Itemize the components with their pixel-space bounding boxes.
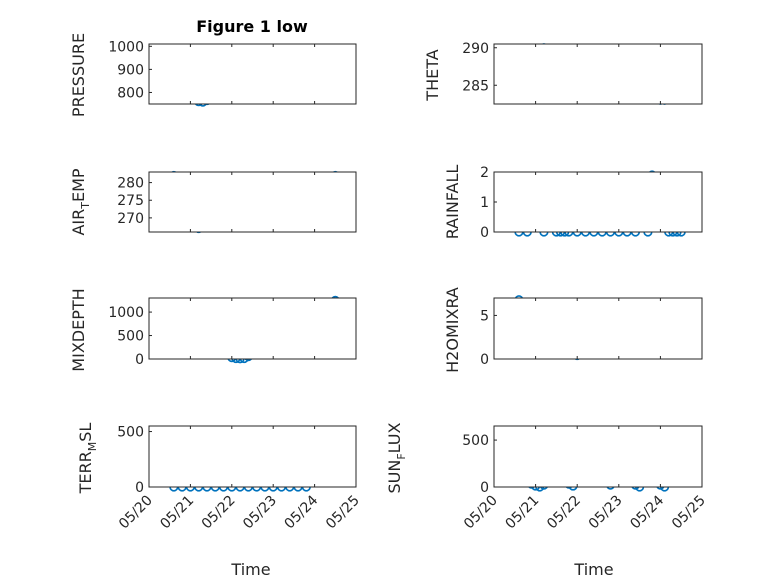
- ylabel-rainfall: RAINFALL: [443, 165, 462, 240]
- air-temp-ytick-label: 270: [117, 211, 144, 227]
- ylabel-terr-msl: TERRMSL: [76, 423, 99, 495]
- rainfall-ytick-label: 2: [480, 165, 489, 181]
- pressure-ytick-label: 1000: [108, 39, 144, 55]
- subplot-theta: 285 290: [462, 41, 703, 105]
- xlabel-left: Time: [230, 560, 270, 579]
- air-temp-axes-box: [148, 171, 357, 233]
- pressure-ytick-label: 900: [117, 62, 144, 78]
- terr-msl-axes-box: [148, 425, 357, 488]
- terr-msl-ytick-label: 500: [117, 425, 144, 441]
- sun-flux-axes-box: [493, 425, 703, 488]
- theta-ytick-label: 290: [462, 41, 489, 57]
- h2omixra-axes-box: [493, 297, 703, 360]
- pressure-ytick-label: 800: [117, 85, 144, 101]
- theta-axes-box: [493, 43, 703, 105]
- air-temp-ytick-label: 280: [117, 176, 144, 192]
- mixdepth-ytick-label: 500: [117, 329, 144, 345]
- mixdepth-ytick-label: 1000: [108, 305, 144, 321]
- theta-ytick-label: 285: [462, 78, 489, 94]
- pressure-axes-box: [148, 43, 357, 105]
- subplot-rainfall: 0 1 2: [480, 165, 703, 241]
- rainfall-axes-box: [493, 171, 703, 233]
- ylabel-sun-flux: SUNFLUX: [385, 422, 408, 493]
- sun-flux-ytick-label: 0: [480, 480, 489, 496]
- air-temp-ytick-label: 275: [117, 193, 144, 209]
- mixdepth-axes-box: [148, 297, 357, 360]
- ylabel-h2omixra: H2OMIXRA: [443, 287, 462, 373]
- h2omixra-ytick-label: 5: [480, 308, 489, 324]
- sun-flux-ytick-label: 500: [462, 433, 489, 449]
- ylabel-air-temp: AIRTEMP: [69, 168, 92, 235]
- rainfall-ytick-label: 1: [480, 195, 489, 211]
- ylabel-theta: THETA: [423, 49, 442, 101]
- figure-title: Figure 1 low: [196, 17, 308, 36]
- ylabel-mixdepth: MIXDEPTH: [69, 288, 88, 371]
- terr-msl-ytick-label: 0: [135, 480, 144, 496]
- subplot-pressure: 800 900 1000: [108, 39, 357, 107]
- subplot-h2omixra: 05: [480, 295, 703, 368]
- subplot-mixdepth: 0 500 1000: [108, 295, 357, 368]
- mixdepth-ytick-label: 0: [135, 352, 144, 368]
- subplot-grid: 8009001000285290270275280012050010000505…: [108, 39, 708, 532]
- h2omixra-ytick-label: 0: [480, 352, 489, 368]
- ylabel-pressure: PRESSURE: [69, 33, 88, 117]
- rainfall-ytick-label: 0: [480, 225, 489, 241]
- xlabel-right: Time: [573, 560, 613, 579]
